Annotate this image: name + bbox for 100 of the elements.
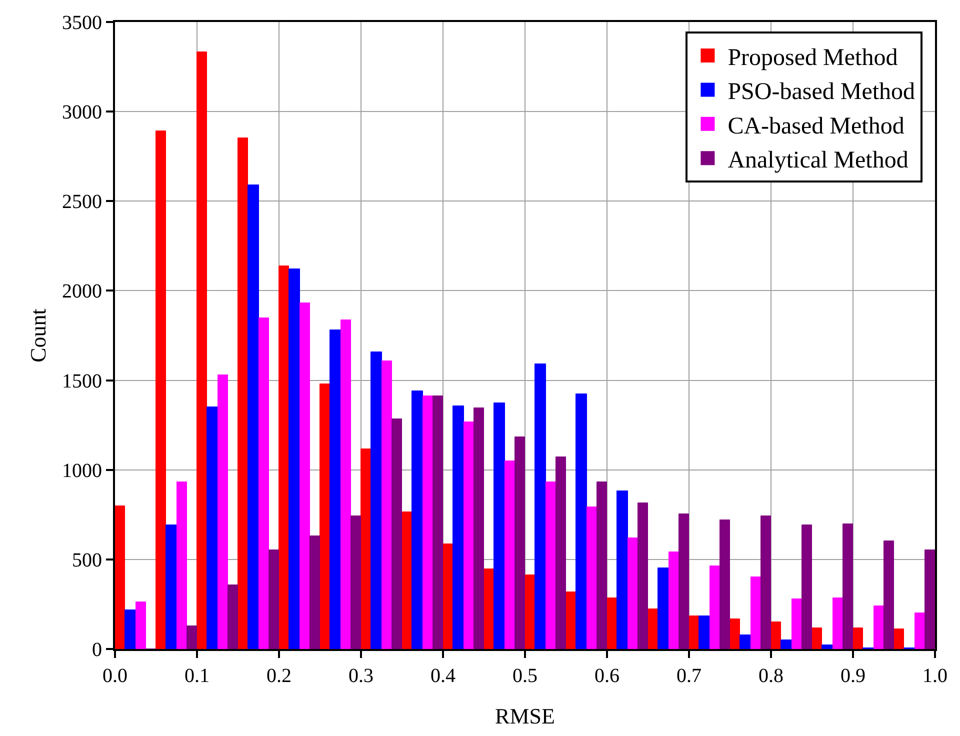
- bar: [136, 602, 146, 649]
- x-tick-label: 0.3: [348, 665, 374, 687]
- bar: [842, 524, 853, 649]
- bar: [710, 566, 720, 649]
- bar: [310, 536, 320, 649]
- bar: [780, 640, 792, 649]
- x-tick-label: 0.8: [758, 665, 784, 687]
- bar: [874, 606, 884, 649]
- bar: [792, 598, 802, 649]
- bar: [546, 482, 556, 649]
- bar: [238, 138, 248, 649]
- bar: [750, 576, 761, 649]
- y-tick-label: 3000: [62, 102, 102, 124]
- bar: [740, 634, 751, 649]
- bar: [124, 610, 136, 649]
- bar: [402, 512, 412, 649]
- bar: [924, 550, 935, 649]
- x-tick-label: 0.7: [676, 665, 702, 687]
- x-tick-label: 0.2: [266, 665, 292, 687]
- bar: [248, 184, 259, 649]
- bar: [802, 524, 812, 649]
- bar: [628, 538, 638, 649]
- bar: [340, 320, 351, 649]
- bar: [638, 502, 648, 649]
- bar: [616, 490, 628, 649]
- bar: [606, 598, 617, 649]
- x-tick-label: 1.0: [922, 665, 948, 687]
- bar: [320, 384, 330, 649]
- bar: [186, 626, 197, 649]
- y-tick-label: 2500: [62, 191, 102, 214]
- bar: [432, 396, 443, 649]
- bar: [196, 52, 207, 649]
- y-tick-label: 1000: [62, 460, 102, 482]
- legend-label: Analytical Method: [728, 147, 908, 174]
- bar: [812, 628, 822, 649]
- y-tick-label: 3500: [62, 12, 102, 34]
- bar: [258, 318, 269, 649]
- bar: [350, 516, 361, 649]
- bar: [268, 550, 279, 649]
- bar: [166, 524, 177, 649]
- bar: [534, 364, 546, 649]
- x-tick-label: 0.1: [184, 665, 210, 687]
- bar: [730, 618, 740, 649]
- legend-label: CA-based Method: [728, 113, 904, 140]
- y-tick-label: 2000: [62, 280, 102, 303]
- bar: [442, 544, 453, 649]
- bar: [566, 592, 576, 649]
- bar: [494, 402, 505, 649]
- bar: [770, 622, 781, 649]
- legend-label: Proposed Method: [728, 44, 898, 71]
- x-tick-label: 0.0: [102, 665, 128, 687]
- x-tick-label: 0.5: [512, 665, 538, 687]
- bar: [370, 352, 382, 649]
- bar: [596, 482, 607, 649]
- bar: [760, 516, 771, 649]
- bar: [412, 390, 423, 649]
- bar: [678, 514, 689, 649]
- bar: [698, 616, 710, 649]
- bar: [115, 506, 125, 649]
- bar: [832, 598, 843, 649]
- bar: [852, 628, 863, 649]
- bar: [914, 612, 925, 649]
- legend-label: PSO-based Method: [728, 79, 916, 106]
- bar: [504, 460, 515, 649]
- bar: [228, 584, 238, 649]
- bar: [668, 552, 679, 649]
- bar: [586, 506, 597, 649]
- x-axis-title: RMSE: [495, 703, 555, 728]
- bar: [176, 482, 187, 649]
- y-tick-label: 0: [92, 639, 102, 661]
- bar: [524, 574, 535, 649]
- bar: [514, 436, 525, 649]
- bar: [392, 418, 402, 649]
- bar: [648, 608, 658, 649]
- bar: [822, 644, 833, 649]
- y-axis-title: Count: [25, 308, 50, 362]
- x-tick-label: 0.6: [594, 665, 620, 687]
- bar: [720, 520, 730, 649]
- bar: [556, 456, 566, 649]
- bar: [894, 628, 904, 649]
- bar: [484, 568, 494, 649]
- bar: [206, 406, 218, 649]
- bar: [576, 394, 587, 649]
- bar: [688, 616, 699, 649]
- bar: [464, 422, 474, 649]
- bar: [360, 448, 371, 649]
- bar: [330, 330, 341, 649]
- x-tick-label: 0.9: [840, 665, 866, 687]
- bar: [278, 266, 289, 649]
- bar: [288, 268, 300, 649]
- bar: [422, 396, 433, 649]
- bar: [382, 360, 392, 649]
- bar: [452, 406, 464, 649]
- x-tick-label: 0.4: [430, 665, 456, 687]
- bar: [884, 540, 894, 649]
- y-tick-label: 500: [72, 549, 102, 572]
- bar: [156, 130, 166, 649]
- bar: [474, 408, 484, 649]
- bar: [218, 374, 228, 649]
- bar: [300, 302, 310, 649]
